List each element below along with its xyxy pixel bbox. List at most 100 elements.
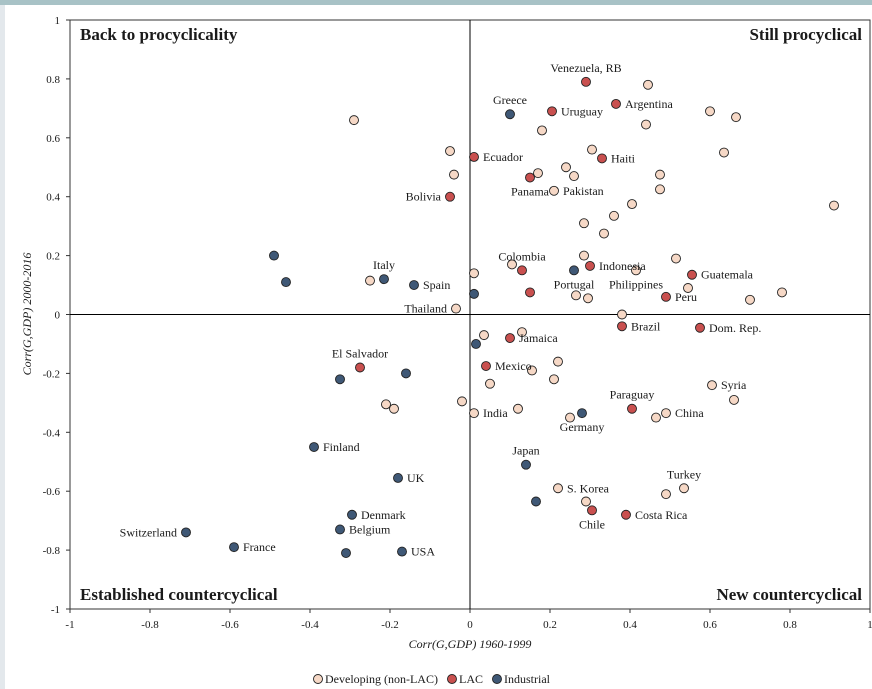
y-tick-label: 0.4: [46, 192, 60, 204]
point-label: Uruguay: [561, 104, 603, 118]
point-label: Brazil: [631, 319, 661, 333]
data-point: [719, 147, 729, 158]
data-point: [469, 151, 479, 162]
data-point: [505, 333, 515, 344]
y-tick-label: -0.8: [43, 545, 61, 557]
data-point: [549, 374, 559, 385]
x-tick-label: -1: [65, 619, 74, 631]
data-point: [469, 408, 479, 419]
data-point: [517, 327, 527, 338]
data-point: [569, 265, 579, 276]
quadrant-label: Established countercyclical: [80, 585, 278, 604]
data-point: [457, 396, 467, 407]
data-point: [349, 115, 359, 126]
data-point: [469, 268, 479, 279]
data-point: [621, 509, 631, 520]
point-label: El Salvador: [332, 347, 388, 361]
data-point: [661, 291, 671, 302]
data-point: [393, 472, 403, 483]
point-label: USA: [411, 545, 435, 559]
point-label: Ecuador: [483, 150, 523, 164]
data-point: [571, 290, 581, 301]
data-point: [309, 442, 319, 452]
data-point: [655, 184, 665, 195]
data-point: [617, 321, 627, 332]
data-point: [671, 253, 681, 264]
data-point: [445, 191, 455, 202]
data-point: [707, 380, 717, 391]
point-label: India: [483, 406, 508, 420]
point-label: S. Korea: [567, 481, 610, 495]
data-point: [485, 378, 495, 389]
data-point: [829, 200, 839, 211]
data-point: [449, 169, 459, 180]
data-point: [379, 274, 389, 285]
x-tick-label: 0: [467, 619, 473, 631]
data-point: [705, 106, 715, 117]
data-point: [553, 356, 563, 367]
point-label: Guatemala: [701, 268, 754, 282]
data-point: [505, 109, 515, 120]
y-tick-label: 0.2: [46, 251, 60, 263]
point-label: Japan: [512, 444, 539, 458]
point-label: Jamaica: [519, 331, 558, 345]
data-point: [731, 112, 741, 123]
quadrant-label: Still procyclical: [749, 25, 862, 44]
quadrant-label: Back to procyclicality: [80, 25, 238, 44]
data-point: [445, 146, 455, 157]
y-tick-label: 1: [55, 15, 61, 27]
point-label: Portugal: [554, 277, 595, 291]
x-tick-label: -0.4: [301, 619, 319, 631]
x-tick-label: 1: [867, 619, 872, 631]
data-point: [389, 403, 399, 414]
quadrant-label: New countercyclical: [716, 585, 862, 604]
data-point: [627, 403, 637, 414]
y-tick-label: 0.6: [46, 133, 60, 145]
point-label: Dom. Rep.: [709, 321, 761, 335]
top-strip: [0, 0, 872, 5]
x-tick-label: -0.6: [221, 619, 239, 631]
data-point: [481, 361, 491, 371]
point-label: Spain: [423, 278, 450, 292]
y-tick-label: 0.8: [46, 74, 60, 86]
x-axis-title: Corr(G,GDP) 1960-1999: [409, 637, 532, 651]
data-point: [561, 162, 571, 173]
point-label: Philippines: [609, 277, 663, 291]
y-tick-label: 0: [55, 310, 61, 322]
point-label: Venezuela, RB: [550, 61, 621, 75]
data-point: [599, 228, 609, 239]
data-point: [583, 293, 593, 304]
x-tick-label: 0.4: [623, 619, 637, 631]
data-point: [281, 277, 291, 288]
data-point: [341, 548, 351, 558]
data-point: [381, 399, 391, 410]
point-label: UK: [407, 471, 425, 485]
point-label: Panama: [511, 185, 550, 199]
data-point: [355, 362, 365, 373]
data-point: [777, 287, 787, 298]
point-label: Argentina: [625, 97, 673, 111]
data-point: [627, 199, 637, 210]
data-point: [679, 483, 689, 494]
data-point: [507, 259, 517, 270]
point-label: Finland: [323, 440, 360, 454]
point-label: Thailand: [404, 302, 447, 316]
data-point: [617, 309, 627, 320]
y-tick-label: -0.4: [43, 427, 61, 439]
data-point: [549, 185, 559, 196]
data-point: [527, 365, 537, 376]
data-point: [451, 303, 461, 314]
data-point: [581, 496, 591, 507]
data-point: [525, 287, 535, 298]
point-label: Greece: [493, 93, 527, 107]
data-point: [655, 169, 665, 180]
point-label: Peru: [675, 290, 697, 304]
data-point: [471, 339, 481, 349]
point-label: Germany: [560, 420, 605, 434]
point-label: Bolivia: [406, 190, 442, 204]
data-point: [611, 98, 621, 109]
data-point: [745, 294, 755, 305]
point-label: Switzerland: [120, 525, 177, 539]
data-point: [513, 403, 523, 414]
